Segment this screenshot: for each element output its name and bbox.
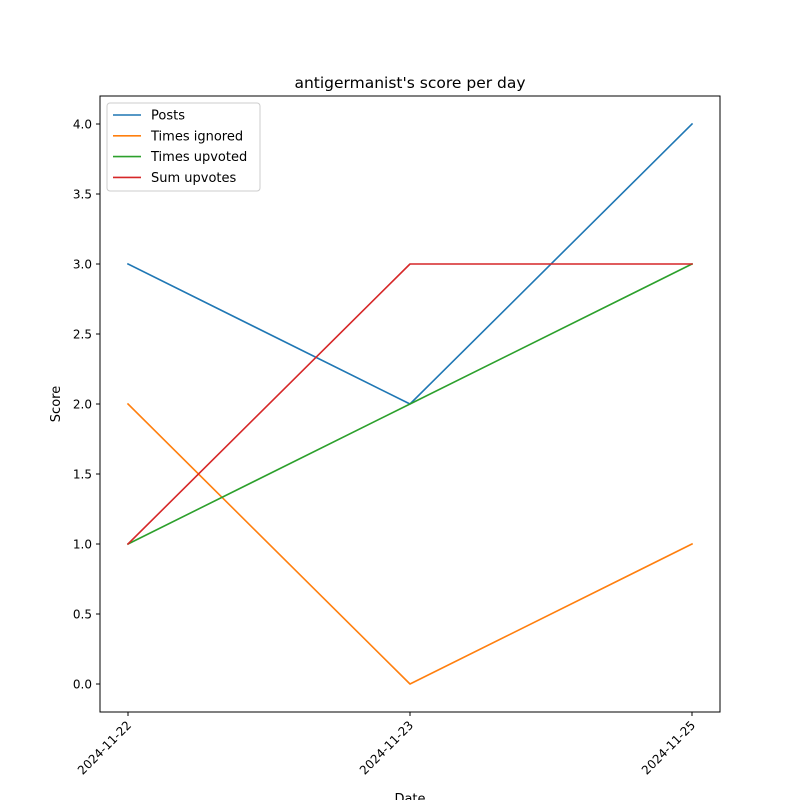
y-tick-label: 0.5 — [73, 608, 92, 622]
y-tick-label: 3.5 — [73, 188, 92, 202]
y-tick-label: 1.5 — [73, 468, 92, 482]
y-tick-label: 4.0 — [73, 118, 92, 132]
series-line-1 — [126, 402, 694, 685]
y-tick-label: 2.0 — [73, 398, 92, 412]
legend-entry-1: Times ignored — [150, 129, 243, 144]
y-tick-label: 2.5 — [73, 328, 92, 342]
x-axis-label: Date — [394, 792, 425, 800]
legend-entry-2: Times upvoted — [150, 150, 247, 165]
x-tick-label: 2024-11-23 — [357, 718, 416, 777]
y-tick-label: 0.0 — [73, 678, 92, 692]
chart-title: antigermanist's score per day — [294, 74, 525, 92]
series-line-3 — [126, 263, 693, 546]
series-line-2 — [126, 262, 694, 546]
legend-box — [106, 102, 261, 192]
x-tick-label: 2024-11-22 — [75, 718, 134, 777]
y-axis: 0.0 0.5 1.0 1.5 2.0 2.5 3.0 3.5 4.0 — [73, 118, 100, 692]
legend-entry-3: Sum upvotes — [151, 171, 237, 186]
legend-entry-0: Posts — [151, 109, 185, 124]
x-tick-label: 2024-11-25 — [639, 718, 698, 777]
plot-area — [126, 122, 694, 685]
y-axis-label: Score — [49, 386, 64, 422]
x-axis: 2024-11-22 2024-11-23 2024-11-25 — [75, 712, 698, 777]
y-tick-label: 1.0 — [73, 538, 92, 552]
legend: Posts Times ignored Times upvoted Sum upvot… — [106, 102, 261, 192]
y-tick-label: 3.0 — [73, 258, 92, 272]
